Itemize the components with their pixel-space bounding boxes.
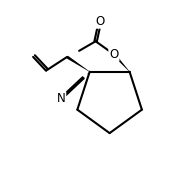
Polygon shape	[113, 53, 130, 72]
Text: O: O	[109, 48, 118, 61]
Polygon shape	[66, 56, 90, 72]
Text: N: N	[57, 92, 65, 105]
Text: O: O	[95, 15, 105, 28]
